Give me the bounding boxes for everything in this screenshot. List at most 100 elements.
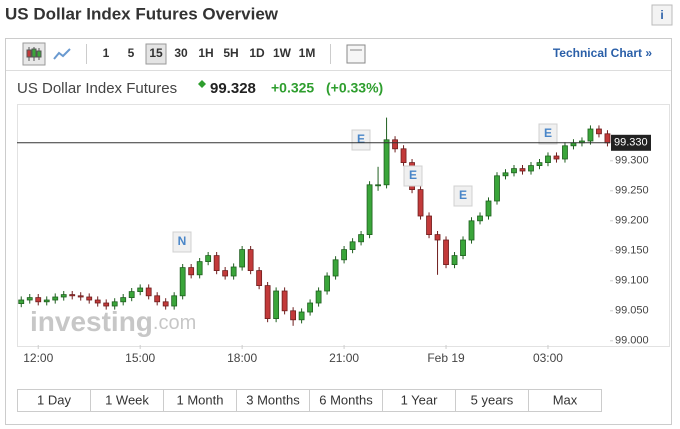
interval-button[interactable]: 30 xyxy=(174,46,188,60)
y-tick-label: 99.050 xyxy=(615,305,649,317)
candle-body xyxy=(451,255,458,266)
candle-body xyxy=(519,168,526,172)
candle-body xyxy=(230,266,237,277)
candle-body xyxy=(196,261,203,276)
candle-body xyxy=(417,189,424,217)
event-marker[interactable] xyxy=(172,231,192,253)
candle-body xyxy=(383,139,390,186)
candle-body xyxy=(562,145,568,160)
watermark-part: .com xyxy=(153,312,196,334)
interval-button[interactable]: 1H xyxy=(198,46,213,60)
event-marker[interactable] xyxy=(351,129,371,151)
candle-body xyxy=(298,311,305,321)
event-label[interactable]: E xyxy=(459,188,467,202)
instrument-name: US Dollar Index Futures xyxy=(17,80,177,97)
candle-body xyxy=(545,155,551,163)
candle-body xyxy=(528,165,534,172)
candle-body xyxy=(315,290,322,304)
candle-body xyxy=(392,139,398,150)
settings-button[interactable] xyxy=(346,44,366,64)
candle-body xyxy=(536,162,543,167)
event-label[interactable]: E xyxy=(357,132,365,146)
interval-button[interactable]: 15 xyxy=(149,46,163,60)
event-label[interactable]: E xyxy=(544,126,552,140)
candle-body xyxy=(239,249,246,268)
candle-body xyxy=(366,184,373,236)
candle-body xyxy=(26,297,33,301)
candle-body xyxy=(434,234,441,241)
y-tick-label: 99.250 xyxy=(615,185,649,197)
technical-chart-link[interactable]: Technical Chart » xyxy=(553,46,652,60)
candle-body xyxy=(349,241,356,251)
candle-body xyxy=(128,291,135,299)
y-tick-label: 99.100 xyxy=(615,275,649,287)
current-price-label: 99.330 xyxy=(614,137,648,149)
candle-body xyxy=(103,302,110,307)
panel xyxy=(5,38,672,425)
candle-body xyxy=(35,297,42,303)
candle-body xyxy=(69,294,76,297)
candle-body xyxy=(137,287,144,292)
info-icon[interactable]: i xyxy=(660,8,663,22)
candle-body xyxy=(341,249,347,261)
interval-selected[interactable] xyxy=(145,43,167,65)
y-tick-label: 99.000 xyxy=(615,335,649,347)
range-label[interactable]: 1 Month xyxy=(177,392,224,407)
range-label[interactable]: 5 years xyxy=(471,392,514,407)
range-label[interactable]: Max xyxy=(553,392,578,407)
interval-button[interactable]: 5H xyxy=(223,46,238,60)
candle-body xyxy=(502,172,509,177)
candle-body xyxy=(281,290,288,312)
interval-button[interactable]: 1W xyxy=(273,46,292,60)
x-tick-label: 18:00 xyxy=(227,351,257,365)
range-label[interactable]: 1 Week xyxy=(105,392,149,407)
candle-body xyxy=(213,255,220,272)
event-label[interactable]: E xyxy=(409,168,417,182)
event-label[interactable]: N xyxy=(178,234,187,248)
candle-body xyxy=(332,259,339,277)
interval-button[interactable]: 1D xyxy=(249,46,265,60)
candle-body xyxy=(111,301,118,307)
candle-body xyxy=(358,234,364,243)
candle-body xyxy=(273,290,280,320)
candle-body xyxy=(18,299,25,304)
event-marker[interactable] xyxy=(538,123,558,145)
candle-body xyxy=(188,267,195,276)
candle-body xyxy=(256,270,263,287)
range-label[interactable]: 1 Year xyxy=(401,392,439,407)
candle-body xyxy=(43,299,50,303)
candle-body xyxy=(443,239,449,266)
candle-body xyxy=(307,302,314,313)
range-button[interactable] xyxy=(528,389,602,412)
candle-body xyxy=(485,200,492,217)
range-label[interactable]: 1 Day xyxy=(37,392,71,407)
range-label[interactable]: 6 Months xyxy=(319,392,373,407)
candle-body xyxy=(154,295,161,303)
line-chart-button[interactable] xyxy=(53,48,71,60)
candle-body xyxy=(52,296,59,301)
event-marker[interactable] xyxy=(453,185,473,207)
info-button[interactable] xyxy=(651,4,673,26)
x-tick-label: 12:00 xyxy=(23,351,53,365)
range-label[interactable]: 3 Months xyxy=(246,392,300,407)
candle-body xyxy=(94,299,101,304)
event-marker[interactable] xyxy=(403,165,423,187)
x-tick-label: Feb 19 xyxy=(427,351,465,365)
up-indicator xyxy=(198,80,206,88)
candle-body xyxy=(324,275,330,292)
candle-body xyxy=(86,296,93,301)
candle-body xyxy=(222,270,229,277)
interval-button[interactable]: 1M xyxy=(299,46,316,60)
x-tick-label: 15:00 xyxy=(125,351,155,365)
x-tick-label: 03:00 xyxy=(533,351,563,365)
plot-frame xyxy=(17,104,670,347)
interval-button[interactable]: 5 xyxy=(128,46,135,60)
candle-body xyxy=(511,168,517,174)
candle-body xyxy=(205,255,212,263)
interval-button[interactable]: 1 xyxy=(103,46,110,60)
candle-body xyxy=(290,310,297,321)
watermark: investing.com xyxy=(30,306,196,337)
candle-body xyxy=(375,184,381,187)
candle-body xyxy=(120,297,127,303)
